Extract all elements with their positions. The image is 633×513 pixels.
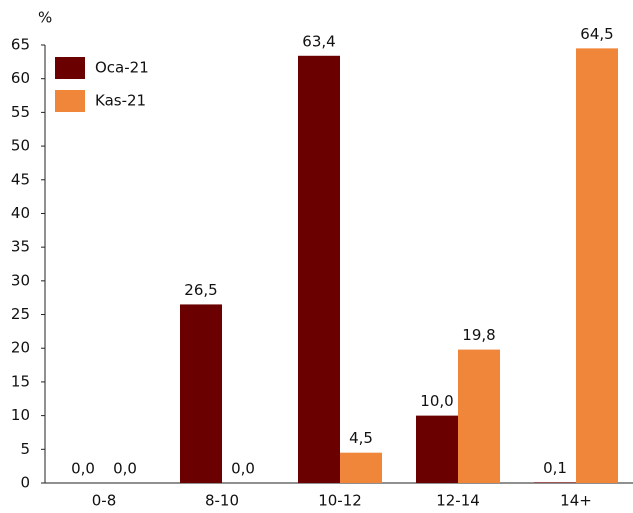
legend-label: Kas-21	[95, 92, 146, 110]
y-axis-label: %	[38, 9, 52, 27]
value-label: 0,0	[231, 460, 255, 478]
y-tick-label: 25	[11, 305, 30, 323]
x-tick-label: 14+	[560, 492, 592, 510]
x-tick-label: 12-14	[436, 492, 480, 510]
y-tick-label: 15	[11, 372, 30, 390]
y-tick-label: 0	[20, 474, 30, 492]
y-tick-label: 10	[11, 406, 30, 424]
legend-label: Oca-21	[95, 59, 149, 77]
value-label: 0,1	[543, 459, 567, 477]
bar	[298, 55, 340, 483]
y-tick-label: 60	[11, 69, 30, 87]
value-label: 4,5	[349, 429, 373, 447]
bar	[340, 452, 382, 483]
y-tick-label: 5	[20, 440, 30, 458]
bar	[534, 482, 576, 483]
y-tick-label: 55	[11, 103, 30, 121]
y-tick-label: 65	[11, 36, 30, 54]
value-label: 26,5	[184, 281, 217, 299]
value-label: 0,0	[71, 460, 95, 478]
y-tick-label: 35	[11, 238, 30, 256]
value-label: 63,4	[302, 32, 335, 50]
value-label: 19,8	[462, 326, 495, 344]
x-tick-label: 0-8	[92, 492, 117, 510]
bar	[180, 304, 222, 483]
y-tick-label: 20	[11, 339, 30, 357]
y-tick-label: 45	[11, 170, 30, 188]
legend-swatch	[55, 57, 85, 79]
value-label: 0,0	[113, 460, 137, 478]
bar	[576, 48, 618, 483]
x-tick-label: 8-10	[205, 492, 239, 510]
value-label: 10,0	[420, 392, 453, 410]
bar	[458, 349, 500, 483]
value-label: 64,5	[580, 25, 613, 43]
x-tick-label: 10-12	[318, 492, 362, 510]
y-tick-label: 50	[11, 137, 30, 155]
bar	[416, 415, 458, 483]
y-tick-label: 40	[11, 204, 30, 222]
legend-swatch	[55, 90, 85, 112]
y-tick-label: 30	[11, 271, 30, 289]
